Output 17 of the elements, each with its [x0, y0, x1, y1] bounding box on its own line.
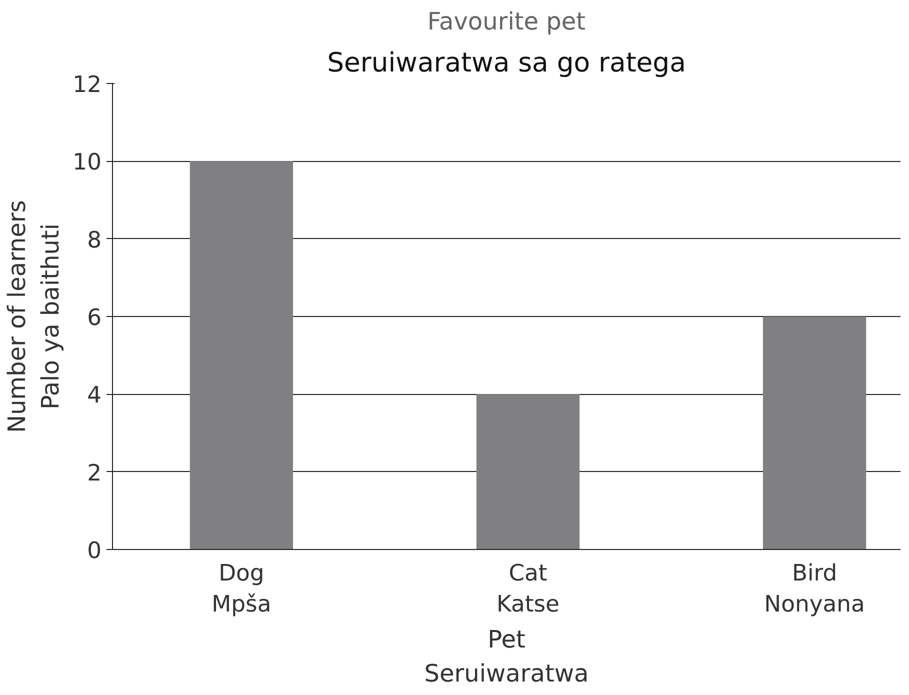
x-tick-label: Dog Mpša	[212, 560, 272, 618]
bar	[190, 161, 294, 550]
y-axis-title: Number of learners Palo ya baithuti	[3, 200, 65, 433]
bar	[762, 316, 866, 550]
y-tick-label: 12	[72, 72, 102, 98]
chart-subtitle: Seruiwaratwa sa go ratega	[327, 48, 686, 78]
y-tick-label: 10	[72, 150, 102, 176]
chart-title: Favourite pet	[427, 8, 586, 36]
y-tick-label: 6	[87, 305, 102, 331]
x-tick-label: Bird Nonyana	[764, 560, 865, 618]
x-tick-label: Cat Katse	[496, 560, 560, 618]
y-tick-label: 8	[87, 227, 102, 254]
bar	[476, 394, 580, 550]
y-tick-label: 2	[87, 460, 102, 486]
x-axis-title: Pet Seruiwaratwa	[424, 626, 589, 688]
y-tick-label: 0	[87, 538, 102, 564]
y-tick-label: 4	[87, 382, 102, 409]
